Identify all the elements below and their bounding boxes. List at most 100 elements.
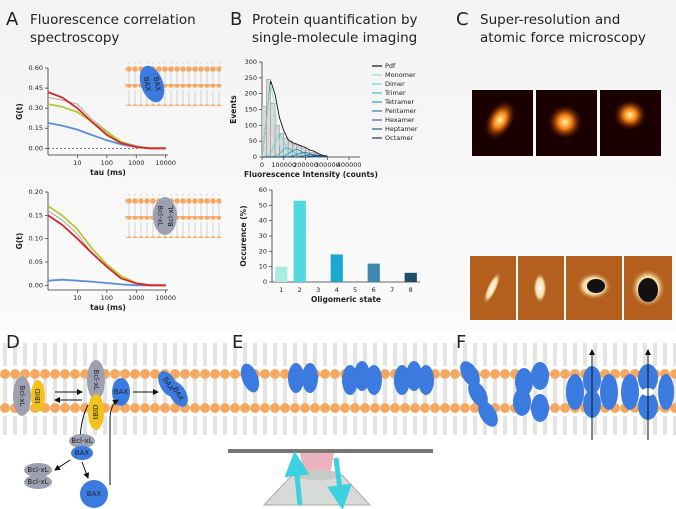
panel-title: Protein quantification by: [252, 12, 418, 28]
series-line: [47, 214, 166, 287]
inset-label: Bcl-xL: [156, 205, 164, 226]
y-tick-label: 0: [263, 278, 267, 286]
panel-title: Fluorescence correlation: [30, 12, 196, 28]
x-tick-label: 1000: [128, 294, 145, 302]
panel-e-diagram: [228, 361, 434, 509]
series-line: [262, 155, 328, 158]
panel-label: F: [456, 332, 466, 353]
y-tick-label: 0: [253, 153, 257, 161]
protein-label: BAX: [75, 449, 90, 457]
y-tick-label: 10: [259, 263, 267, 271]
x-axis-label: tau (ms): [90, 303, 126, 312]
panel-label: C: [456, 9, 469, 30]
legend-label: Pdf: [385, 62, 396, 70]
inset-label: BAX: [152, 76, 162, 92]
x-tick-label: 6: [372, 286, 376, 294]
protein-label: tBID: [92, 404, 100, 419]
inset-label: Bcl-xL: [167, 205, 175, 226]
bar: [404, 272, 417, 282]
legend-label: Dimer: [385, 80, 405, 88]
y-tick-label: 20: [259, 247, 267, 255]
y-axis-label: Events: [229, 95, 238, 124]
y-axis-label: G(t): [15, 233, 24, 250]
x-tick-label: 1000: [128, 159, 145, 167]
y-tick-label: 0.15: [29, 211, 43, 219]
y-tick-label: 0.00: [29, 281, 43, 289]
super-resolution-images: [472, 90, 661, 156]
afm-images: [470, 256, 672, 320]
x-tick-label: 0: [260, 161, 264, 169]
chart: 0 10 20 30 40 50 60 Oligomeric state Occurence (…: [239, 186, 420, 304]
y-tick-label: 0.45: [29, 84, 43, 92]
legend-label: Tetramer: [384, 98, 414, 106]
inset-label: BAX: [142, 76, 152, 92]
x-axis-label: tau (ms): [90, 168, 126, 177]
membrane: [0, 343, 676, 389]
panel-title: single-molecule imaging: [252, 30, 417, 46]
panel-label: A: [6, 9, 19, 30]
panel-title: spectroscopy: [30, 30, 119, 46]
legend-label: Octamer: [385, 134, 414, 142]
x-tick-label: 8: [409, 286, 413, 294]
x-tick-label: 200000: [293, 161, 318, 169]
legend-label: Hexamer: [385, 116, 415, 124]
chart: 0.00 0.05 0.10 0.15 0.20 10 100 1000 10000 tau (m…: [15, 188, 176, 312]
x-tick-label: 100: [101, 294, 113, 302]
x-axis-label: Oligomeric state: [311, 295, 381, 304]
y-tick-label: 0.15: [29, 124, 43, 132]
legend-label: Trimer: [384, 89, 406, 97]
y-tick-label: 100: [245, 121, 257, 129]
x-tick-label: 2: [298, 286, 302, 294]
bar: [330, 254, 343, 282]
x-tick-label: 10000: [155, 294, 176, 302]
chart: 0 50 100 150 200 250 300 0 100000200000300000400…: [229, 58, 418, 179]
x-tick-label: 3: [316, 286, 320, 294]
bar: [275, 266, 288, 282]
x-tick-label: 7: [390, 286, 394, 294]
protein-label: Bcl-xL: [71, 437, 92, 445]
y-axis-label: Occurence (%): [239, 205, 248, 266]
y-tick-label: 150: [245, 106, 257, 114]
panel-label: B: [230, 9, 242, 30]
x-tick-label: 100000: [271, 161, 296, 169]
legend-label: Monomer: [385, 71, 416, 79]
protein-label: BAX: [87, 490, 102, 498]
y-tick-label: 0.00: [29, 144, 43, 152]
y-tick-label: 0.20: [29, 188, 43, 196]
x-tick-label: 400000: [337, 161, 362, 169]
y-tick-label: 30: [259, 232, 267, 240]
y-axis-label: G(t): [15, 103, 24, 120]
y-tick-label: 0.10: [29, 235, 43, 243]
y-tick-label: 40: [259, 217, 267, 225]
chart: 0.00 0.15 0.30 0.45 0.60 10 100 1000 10000 tau (m…: [15, 64, 176, 177]
series-line: [261, 80, 328, 158]
y-tick-label: 60: [259, 186, 267, 194]
panel-label: E: [232, 332, 243, 353]
protein-label: Bcl-xL: [27, 478, 48, 486]
y-tick-label: 50: [249, 137, 257, 145]
x-tick-label: 10: [73, 159, 81, 167]
x-tick-label: 5: [353, 286, 357, 294]
inset-membrane: Bcl-xL Bcl-xL: [125, 194, 221, 238]
y-tick-label: 0.05: [29, 258, 43, 266]
x-tick-label: 1: [279, 286, 283, 294]
y-tick-label: 0.30: [29, 104, 43, 112]
legend-label: Pentamer: [385, 107, 417, 115]
x-axis-label: Fluorescence Intensity (counts): [244, 170, 378, 179]
protein-label: Bcl-xL: [27, 466, 48, 474]
panel-title: Super-resolution and: [480, 12, 620, 28]
panel-d-diagram: Bcl-xL tBID Bcl-xL tBID BAX BAX BAX Bcl-…: [13, 360, 188, 508]
y-tick-label: 300: [245, 58, 257, 66]
series-line: [47, 91, 166, 150]
y-tick-label: 250: [245, 74, 257, 82]
protein-label: BAX: [114, 388, 129, 396]
x-tick-label: 10: [73, 294, 81, 302]
x-tick-label: 100: [101, 159, 113, 167]
legend-label: Heptamer: [385, 125, 418, 133]
protein-label: tBID: [34, 388, 42, 403]
protein-label: Bcl-xL: [92, 369, 100, 390]
y-tick-label: 0.60: [29, 64, 43, 72]
y-tick-label: 200: [245, 90, 257, 98]
panel-label: D: [6, 332, 20, 353]
panel-f-diagram: [460, 349, 674, 440]
